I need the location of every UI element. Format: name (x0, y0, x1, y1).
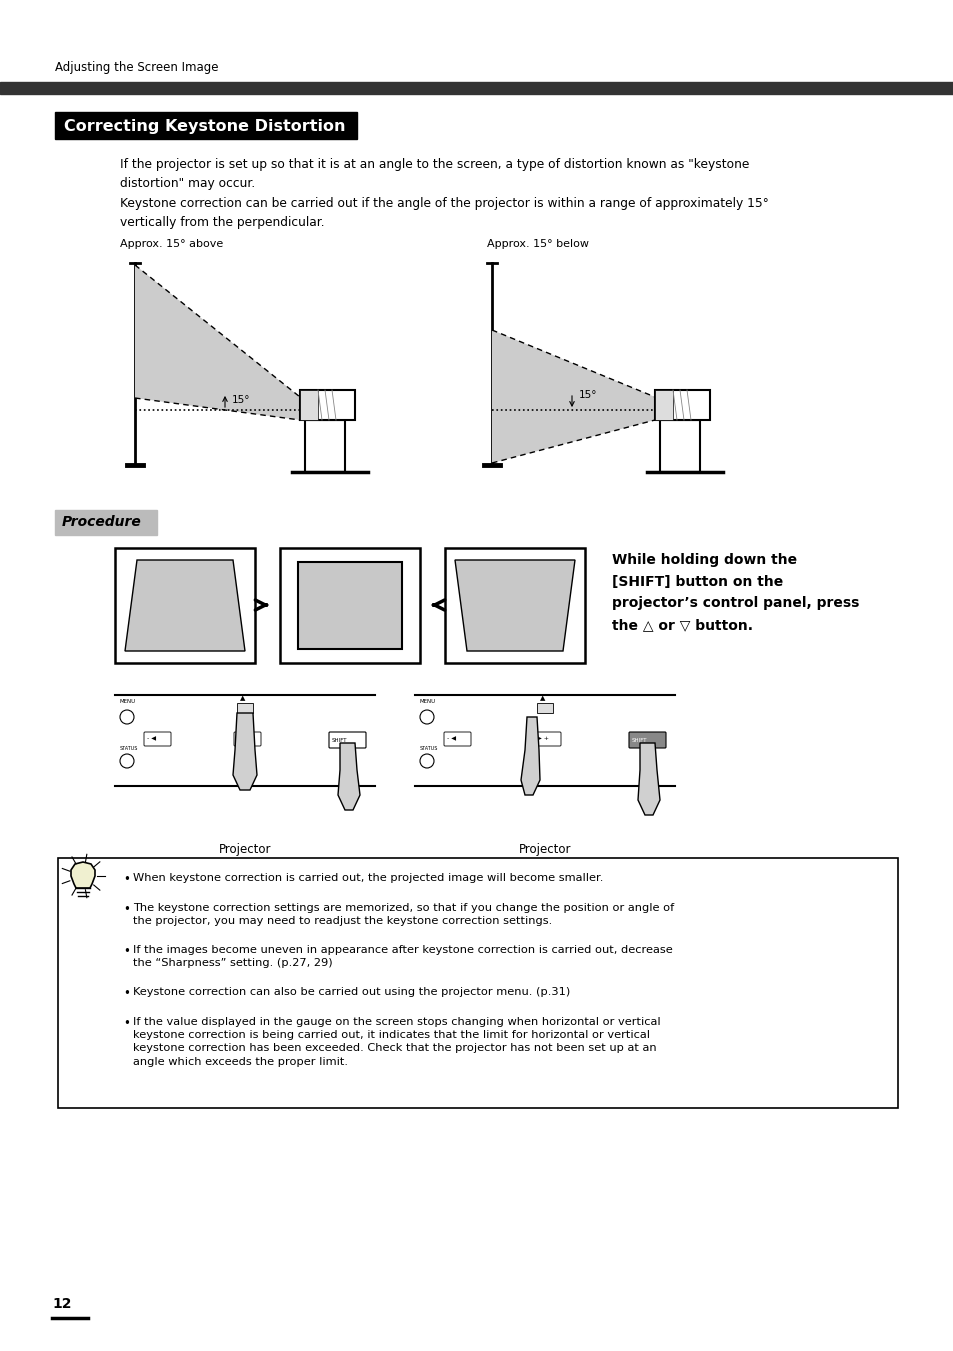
Polygon shape (337, 743, 359, 811)
Text: If the value displayed in the gauge on the screen stops changing when horizontal: If the value displayed in the gauge on t… (132, 1017, 659, 1066)
FancyBboxPatch shape (329, 732, 366, 748)
Text: 15°: 15° (232, 394, 251, 405)
Polygon shape (135, 265, 299, 420)
Text: ▶ +: ▶ + (236, 736, 249, 742)
Bar (659, 420, 700, 471)
Polygon shape (455, 561, 575, 651)
FancyBboxPatch shape (144, 732, 171, 746)
Polygon shape (233, 713, 256, 790)
Bar (236, 703, 253, 713)
Circle shape (120, 754, 133, 767)
Bar (55, 509, 157, 535)
FancyBboxPatch shape (628, 732, 665, 748)
Bar (280, 549, 419, 663)
Circle shape (120, 711, 133, 724)
Text: If the images become uneven in appearance after keystone correction is carried o: If the images become uneven in appearanc… (132, 944, 672, 969)
Bar (297, 562, 401, 648)
FancyBboxPatch shape (534, 732, 560, 746)
Text: When keystone correction is carried out, the projected image will become smaller: When keystone correction is carried out,… (132, 873, 602, 884)
Text: •: • (123, 1017, 130, 1029)
Circle shape (419, 711, 434, 724)
Text: •: • (123, 944, 130, 958)
Bar (299, 390, 317, 420)
Text: MENU: MENU (419, 698, 436, 704)
Bar (655, 390, 709, 420)
Bar (299, 390, 355, 420)
Polygon shape (638, 743, 659, 815)
Text: - ◀: - ◀ (147, 736, 156, 742)
Bar (0, 82, 953, 95)
Text: Procedure: Procedure (62, 515, 142, 530)
Text: Projector: Projector (218, 843, 271, 857)
Text: The keystone correction settings are memorized, so that if you change the positi: The keystone correction settings are mem… (132, 902, 674, 927)
Text: Adjusting the Screen Image: Adjusting the Screen Image (55, 61, 218, 74)
Text: ▲: ▲ (539, 694, 545, 701)
Bar (444, 549, 584, 663)
Text: ▲: ▲ (240, 694, 245, 701)
Bar (115, 549, 254, 663)
Text: •: • (123, 902, 130, 916)
Bar (537, 703, 553, 713)
Polygon shape (71, 862, 95, 888)
Text: Projector: Projector (518, 843, 571, 857)
Text: MENU: MENU (120, 698, 136, 704)
Text: STATUS: STATUS (120, 746, 138, 751)
FancyBboxPatch shape (443, 732, 471, 746)
Text: •: • (123, 873, 130, 886)
Circle shape (419, 754, 434, 767)
Bar (305, 420, 345, 471)
Text: If the projector is set up so that it is at an angle to the screen, a type of di: If the projector is set up so that it is… (120, 158, 749, 190)
Text: ▶ +: ▶ + (537, 736, 548, 742)
Text: Keystone correction can also be carried out using the projector menu. (p.31): Keystone correction can also be carried … (132, 988, 570, 997)
Text: Approx. 15° above: Approx. 15° above (120, 239, 223, 249)
Bar (58, 858, 897, 1108)
Polygon shape (492, 330, 655, 463)
Text: STATUS: STATUS (419, 746, 438, 751)
Text: Approx. 15° below: Approx. 15° below (486, 239, 588, 249)
Text: While holding down the
[SHIFT] button on the
projector’s control panel, press
th: While holding down the [SHIFT] button on… (612, 553, 859, 632)
Text: •: • (123, 988, 130, 1000)
Text: Correcting Keystone Distortion: Correcting Keystone Distortion (64, 119, 345, 134)
Text: Keystone correction can be carried out if the angle of the projector is within a: Keystone correction can be carried out i… (120, 197, 768, 230)
Polygon shape (520, 717, 539, 794)
Bar (55, 112, 356, 139)
Text: - ◀: - ◀ (447, 736, 456, 742)
Bar (655, 390, 672, 420)
Text: 15°: 15° (578, 390, 597, 400)
Text: 12: 12 (52, 1297, 71, 1310)
Polygon shape (125, 561, 245, 651)
Text: SHIFT: SHIFT (332, 738, 347, 743)
FancyBboxPatch shape (233, 732, 261, 746)
Text: SHIFT: SHIFT (631, 738, 647, 743)
